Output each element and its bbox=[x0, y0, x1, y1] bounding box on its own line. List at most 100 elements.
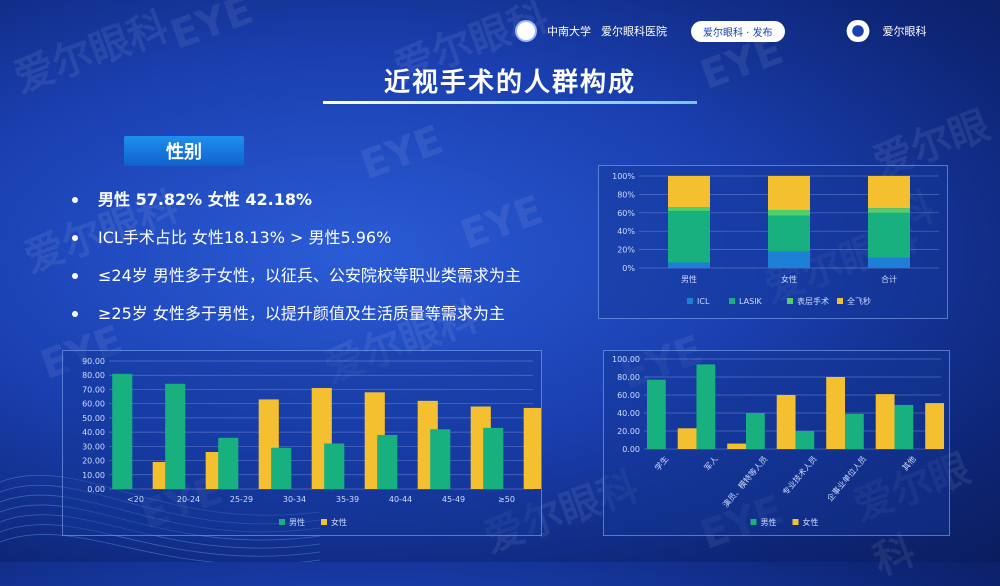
bar bbox=[925, 403, 945, 449]
bar bbox=[483, 427, 504, 489]
bar-segment bbox=[768, 251, 810, 268]
university-name: 中南大学 bbox=[547, 25, 591, 38]
legend-swatch bbox=[750, 519, 757, 525]
y-tick-label: 80.00 bbox=[82, 371, 105, 380]
x-tick-label: <20 bbox=[127, 495, 144, 504]
eye-logo-icon bbox=[842, 20, 873, 42]
page-title: 近视手术的人群构成 bbox=[383, 68, 636, 98]
y-tick-label: 70.00 bbox=[82, 385, 105, 394]
bar-segment bbox=[768, 210, 810, 216]
legend-label: 全飞秒 bbox=[847, 296, 871, 306]
y-tick-label: 100% bbox=[612, 172, 635, 181]
x-tick-label: 40-44 bbox=[389, 495, 412, 504]
legend-label: 女性 bbox=[803, 517, 819, 527]
x-tick-label: 专业技术人员 bbox=[780, 454, 819, 497]
bar bbox=[844, 413, 864, 449]
bar bbox=[523, 407, 541, 489]
bar-segment bbox=[668, 210, 710, 263]
x-tick-label: 演员、模特等人员 bbox=[720, 454, 769, 509]
bar bbox=[696, 364, 716, 449]
watermark-text: EYE bbox=[354, 117, 449, 189]
bullet-item: 男性 57.82% 女性 42.18% bbox=[68, 182, 608, 220]
legend-label: 男性 bbox=[289, 517, 305, 527]
hospital-name: 爱尔眼科医院 bbox=[601, 25, 667, 38]
y-tick-label: 40.00 bbox=[617, 409, 640, 418]
x-tick-label: 军人 bbox=[703, 455, 720, 473]
university-logo-icon bbox=[515, 20, 537, 42]
bar-segment bbox=[868, 257, 910, 268]
bar bbox=[727, 443, 747, 449]
bar bbox=[271, 447, 292, 489]
section-tag: 性别 bbox=[124, 136, 244, 166]
bar bbox=[646, 379, 666, 449]
x-tick-label: 45-49 bbox=[442, 495, 465, 504]
x-tick-label: 20-24 bbox=[177, 495, 200, 504]
y-tick-label: 0.00 bbox=[87, 485, 105, 494]
stacked-chart-panel: 0% 20% 40% 60% 80% 100% 男性 女性 合计 ICL LASIK 表层手术 全飞秒 bbox=[598, 165, 948, 319]
y-tick-label: 40.00 bbox=[82, 428, 105, 437]
bullet-item: ICL手术占比 女性18.13% > 男性5.96% bbox=[68, 220, 608, 258]
bar-segment bbox=[868, 176, 910, 209]
stacked-bar-chart: 0% 20% 40% 60% 80% 100% 男性 女性 合计 ICL LASIK 表层手术 全飞秒 bbox=[612, 172, 939, 306]
bar bbox=[430, 429, 451, 489]
bar-segment bbox=[668, 176, 710, 208]
header-logos: 中南大学 爱尔眼科医院 爱尔眼科 · 发布 爱尔眼科 bbox=[515, 16, 927, 46]
title-underline bbox=[323, 101, 697, 104]
legend-label: 女性 bbox=[331, 517, 347, 527]
x-tick-label: 30-34 bbox=[283, 495, 306, 504]
y-tick-label: 100.00 bbox=[612, 355, 640, 364]
y-tick-label: 20.00 bbox=[82, 457, 105, 466]
age-bar-chart: 0.00 10.00 20.00 30.00 40.00 50.00 60.00 70.00 8… bbox=[82, 357, 541, 527]
legend-swatch bbox=[321, 519, 327, 525]
bullet-item: ≤24岁 男性多于女性，以征兵、公安院校等职业类需求为主 bbox=[68, 258, 608, 296]
bar bbox=[776, 395, 796, 449]
y-tick-label: 30.00 bbox=[82, 442, 105, 451]
x-tick-label: 合计 bbox=[881, 274, 897, 284]
bar-segment bbox=[668, 262, 710, 268]
legend-swatch bbox=[787, 298, 793, 304]
bar bbox=[875, 394, 895, 449]
bar bbox=[165, 383, 186, 489]
legend-swatch bbox=[792, 519, 799, 525]
header-pill: 爱尔眼科 · 发布 bbox=[691, 20, 785, 42]
bullet-item: ≥25岁 女性多于男性，以提升颜值及生活质量等需求为主 bbox=[68, 296, 608, 334]
bar-segment bbox=[768, 215, 810, 252]
occupation-bar-chart: 0.00 20.00 40.00 60.00 80.00 100.00 学生 军人 演员、模特等… bbox=[612, 355, 945, 527]
bar-segment bbox=[768, 176, 810, 211]
bar bbox=[218, 437, 239, 489]
bar-segment bbox=[668, 207, 710, 211]
y-tick-label: 0% bbox=[622, 264, 635, 273]
legend-label: ICL bbox=[697, 297, 710, 306]
x-tick-label: 学生 bbox=[652, 454, 670, 473]
legend-label: 表层手术 bbox=[797, 296, 829, 306]
bar bbox=[324, 443, 345, 489]
bar-segment bbox=[868, 208, 910, 213]
legend-swatch bbox=[729, 298, 735, 304]
occupation-chart-panel: 0.00 20.00 40.00 60.00 80.00 100.00 学生 军人 演员、模特等… bbox=[603, 350, 950, 536]
y-tick-label: 60.00 bbox=[617, 391, 640, 400]
x-tick-label: 企事业单位人员 bbox=[825, 454, 869, 503]
y-tick-label: 50.00 bbox=[82, 414, 105, 423]
y-tick-label: 40% bbox=[617, 227, 635, 236]
bar bbox=[826, 377, 846, 449]
legend-swatch bbox=[837, 298, 843, 304]
x-tick-label: 25-29 bbox=[230, 495, 253, 504]
bar bbox=[894, 404, 914, 449]
y-tick-label: 20% bbox=[617, 246, 635, 255]
x-tick-label: 女性 bbox=[781, 274, 797, 284]
y-tick-label: 60.00 bbox=[82, 400, 105, 409]
legend-swatch bbox=[687, 298, 693, 304]
y-tick-label: 60% bbox=[617, 209, 635, 218]
y-tick-label: 80.00 bbox=[617, 373, 640, 382]
y-tick-label: 0.00 bbox=[622, 445, 640, 454]
brand-name: 爱尔眼科 bbox=[882, 25, 927, 38]
watermark-text: 爱尔眼科 bbox=[8, 3, 175, 102]
bullet-list: 男性 57.82% 女性 42.18% ICL手术占比 女性18.13% > 男… bbox=[68, 182, 608, 334]
legend-label: 男性 bbox=[761, 517, 777, 527]
y-tick-label: 80% bbox=[617, 190, 635, 199]
age-chart-panel: 0.00 10.00 20.00 30.00 40.00 50.00 60.00 70.00 8… bbox=[62, 350, 542, 536]
x-tick-label: 其他 bbox=[900, 454, 918, 473]
bar bbox=[795, 431, 815, 449]
bar bbox=[745, 413, 765, 449]
bar bbox=[377, 434, 398, 489]
